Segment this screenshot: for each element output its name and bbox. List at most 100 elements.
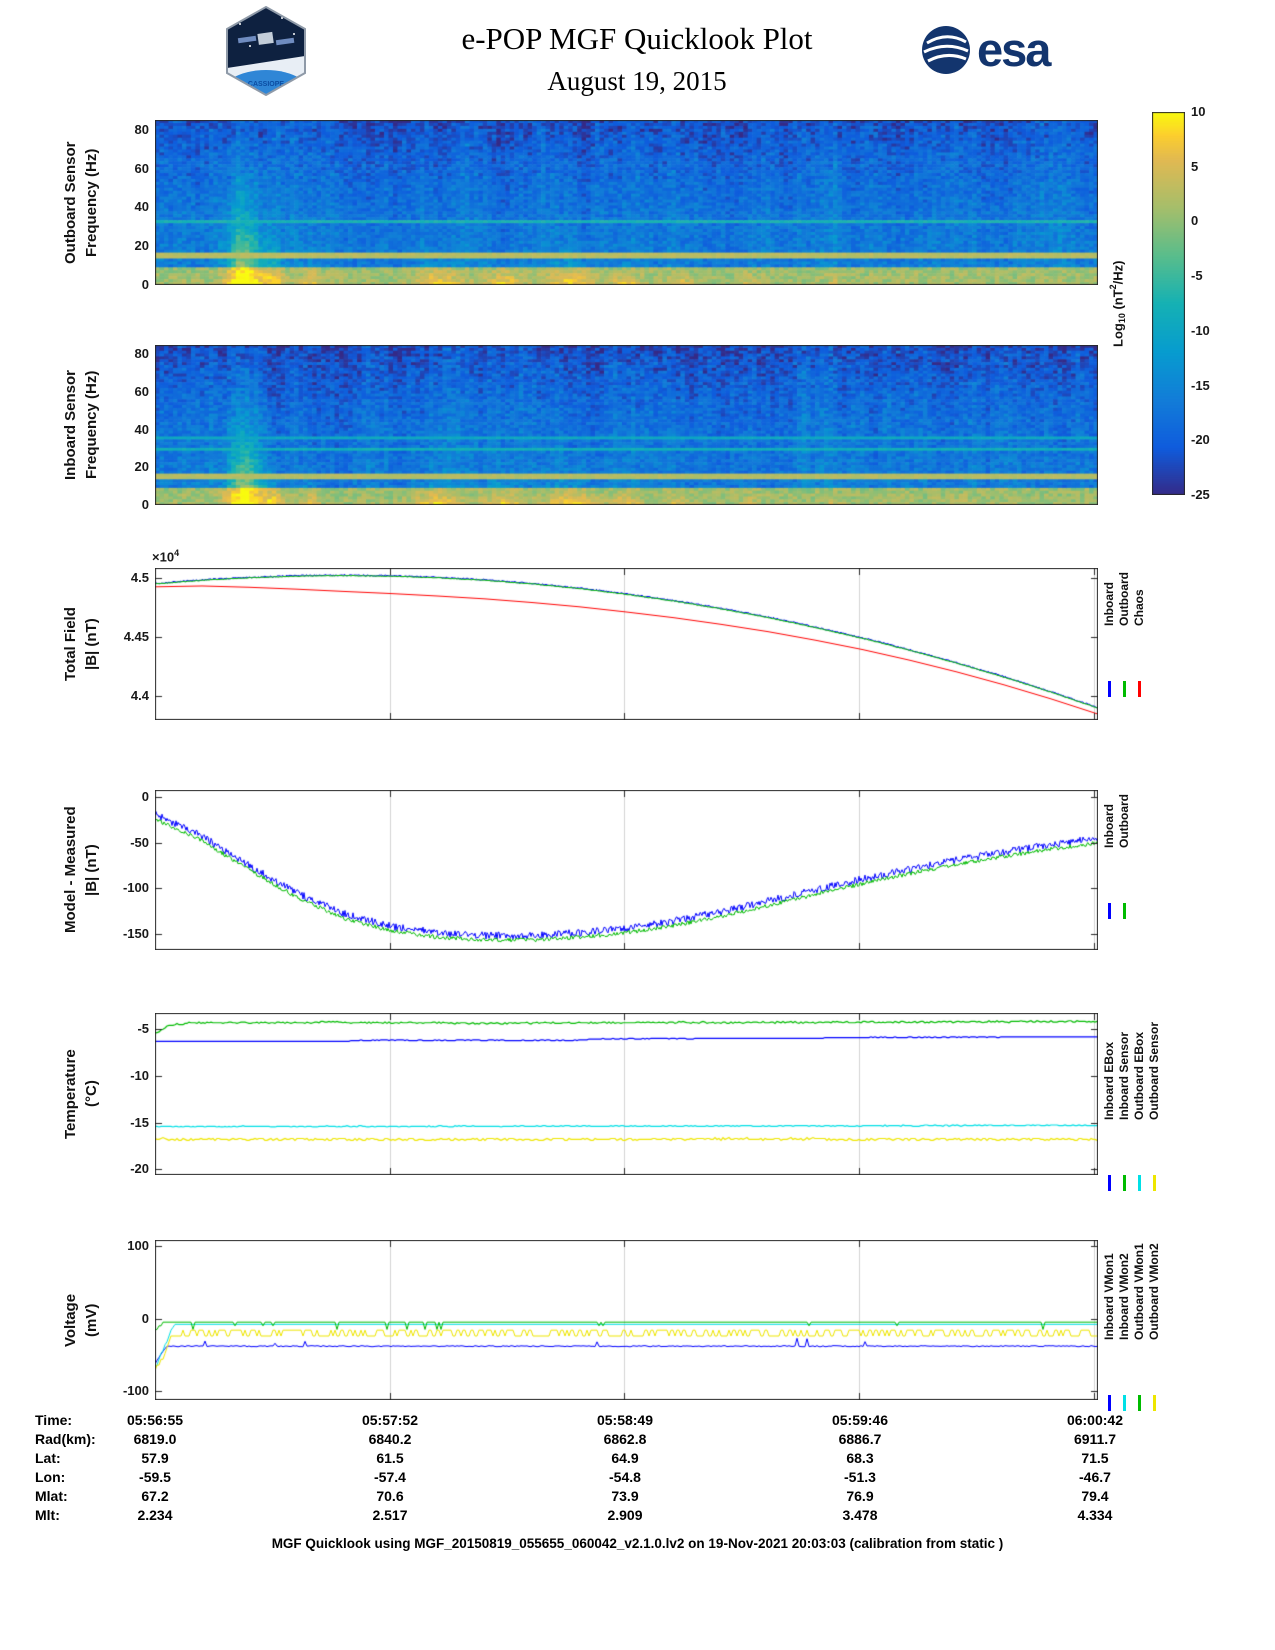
legend-line-swatch xyxy=(1108,1395,1111,1411)
title-date: August 19, 2015 xyxy=(547,66,727,96)
inboard-spectrogram-canvas xyxy=(155,345,1098,505)
legend-line-swatch xyxy=(1108,1175,1111,1191)
legend-item: Outboard VMon1 xyxy=(1132,1240,1147,1411)
ephemeris-row-label: Lon: xyxy=(35,1469,66,1485)
ephemeris-value: 05:58:49 xyxy=(596,1412,653,1428)
ephemeris-value: 70.6 xyxy=(376,1488,404,1504)
y-tick-label: 100 xyxy=(127,1237,149,1253)
ephemeris-value: 64.9 xyxy=(611,1450,639,1466)
legend-label: Inboard VMon1 xyxy=(1101,1253,1116,1340)
legend-label: Inboard Sensor xyxy=(1116,1031,1131,1120)
esa-logo: esa xyxy=(920,23,1051,76)
colorbar-label-mid: (nT xyxy=(1110,289,1126,313)
legend-item: Inboard VMon1 xyxy=(1102,1240,1117,1411)
Total Field-legend: Inboard Outboard Chaos xyxy=(1102,568,1147,697)
total-field-plot-canvas xyxy=(155,568,1098,720)
y-tick-label: -100 xyxy=(122,880,149,896)
ephemeris-row-label: Mlat: xyxy=(35,1488,68,1504)
legend-label: Outboard Sensor xyxy=(1146,1021,1161,1120)
legend-line-swatch xyxy=(1108,903,1111,919)
voltage-ylabel: Voltage (mV) xyxy=(60,1240,108,1400)
y-axis-exponent-label: ×104 xyxy=(152,548,179,564)
legend-item: Inboard VMon2 xyxy=(1117,1240,1132,1411)
outboard-spectrogram-canvas xyxy=(155,120,1098,285)
esa-emblem-icon xyxy=(922,26,970,74)
legend-line-swatch xyxy=(1153,1395,1156,1411)
y-tick-label: 80 xyxy=(134,346,149,362)
legend-line-swatch xyxy=(1138,1395,1141,1411)
y-tick-label: -100 xyxy=(122,1383,149,1399)
ephemeris-value: 61.5 xyxy=(376,1450,404,1466)
y-tick-label: -10 xyxy=(130,1067,149,1083)
colorbar-label-suffix: /Hz) xyxy=(1110,260,1126,285)
ephemeris-value: 06:00:42 xyxy=(1066,1412,1123,1428)
legend-label: Outboard VMon1 xyxy=(1131,1243,1146,1340)
cassiope-patch-text: CASSIOPE xyxy=(248,81,285,88)
outboard-spectrogram-ylabel: Outboard Sensor Frequency (Hz) xyxy=(60,120,108,285)
temperature-ylabel: Temperature (°C) xyxy=(60,1013,108,1175)
legend-line-swatch xyxy=(1138,1175,1141,1191)
ylabel-text: Frequency (Hz) xyxy=(83,148,100,257)
ylabel-text: |B| (nT) xyxy=(83,618,100,670)
ephemeris-value: -54.8 xyxy=(609,1469,641,1485)
ephemeris-row-label: Lat: xyxy=(35,1450,61,1466)
ylabel-text: (mV) xyxy=(83,1303,100,1337)
footer-caption: MGF Quicklook using MGF_20150819_055655_… xyxy=(271,1536,1004,1551)
legend-label: Inboard xyxy=(1101,804,1116,848)
colorbar-tick-label: -20 xyxy=(1191,432,1210,448)
ylabel-text: Temperature xyxy=(62,1049,79,1139)
colorbar-label-prefix: Log xyxy=(1110,322,1126,347)
colorbar-tick-label: 10 xyxy=(1191,104,1206,119)
Model - Measured-legend: Inboard Outboard xyxy=(1102,790,1132,919)
legend-item: Inboard xyxy=(1102,790,1117,919)
ylabel-text: (°C) xyxy=(83,1080,100,1108)
ephemeris-value: 67.2 xyxy=(141,1488,169,1504)
ephemeris-value: 79.4 xyxy=(1081,1488,1109,1504)
y-tick-label: 60 xyxy=(134,160,149,176)
colorbar-tick-label: -10 xyxy=(1191,322,1210,338)
ylabel-text: Model - Measured xyxy=(62,806,79,934)
legend-line-swatch xyxy=(1123,1175,1126,1191)
ephemeris-value: 2.909 xyxy=(607,1507,643,1523)
ylabel-text: |B| (nT) xyxy=(83,844,100,896)
ephemeris-row-label: Mlt: xyxy=(35,1507,60,1523)
ylabel-text: Inboard Sensor xyxy=(62,369,79,481)
legend-line-swatch xyxy=(1153,1175,1156,1191)
y-tick-label: 0 xyxy=(141,1310,149,1326)
legend-item: Outboard VMon2 xyxy=(1147,1240,1162,1411)
colorbar-tick-label: -5 xyxy=(1191,268,1203,284)
colorbar-canvas xyxy=(1152,112,1185,495)
y-tick-label: 80 xyxy=(134,121,149,137)
ephemeris-value: 6862.8 xyxy=(603,1431,647,1447)
inboard-spectrogram-ylabel: Inboard Sensor Frequency (Hz) xyxy=(60,345,108,505)
legend-label: Outboard VMon2 xyxy=(1146,1243,1161,1340)
model-measured-ylabel: Model - Measured |B| (nT) xyxy=(60,790,108,950)
legend-item: Outboard xyxy=(1117,568,1132,697)
ephemeris-value: 71.5 xyxy=(1081,1450,1109,1466)
voltage-plot-canvas xyxy=(155,1240,1098,1400)
exponent-base: ×10 xyxy=(152,549,175,565)
y-tick-label: -20 xyxy=(130,1161,149,1177)
Voltage-legend: Inboard VMon1 Inboard VMon2 Outboard VMon1… xyxy=(1102,1240,1162,1411)
title-line1: e-POP MGF Quicklook Plot xyxy=(461,21,813,56)
y-tick-label: -50 xyxy=(130,834,149,850)
legend-item: Inboard Sensor xyxy=(1117,1013,1132,1191)
y-tick-label: 40 xyxy=(134,421,149,437)
ephemeris-value: -51.3 xyxy=(844,1469,876,1485)
ephemeris-value: 4.334 xyxy=(1077,1507,1113,1523)
legend-item: Outboard xyxy=(1117,790,1132,919)
y-tick-label: 60 xyxy=(134,384,149,400)
legend-line-swatch xyxy=(1123,903,1126,919)
y-tick-label: 20 xyxy=(134,459,149,475)
ephemeris-value: -46.7 xyxy=(1079,1469,1111,1485)
y-tick-label: 40 xyxy=(134,199,149,215)
cassiope-mission-patch: CASSIOPE xyxy=(220,5,312,101)
esa-logo-text: esa xyxy=(977,23,1051,76)
ephemeris-value: 3.478 xyxy=(842,1507,878,1523)
ephemeris-row-label: Rad(km): xyxy=(35,1431,96,1447)
legend-item: Outboard EBox xyxy=(1132,1013,1147,1191)
model-measured-plot-canvas xyxy=(155,790,1098,950)
legend-item: Inboard xyxy=(1102,568,1117,697)
ephemeris-value: 6840.2 xyxy=(368,1431,412,1447)
